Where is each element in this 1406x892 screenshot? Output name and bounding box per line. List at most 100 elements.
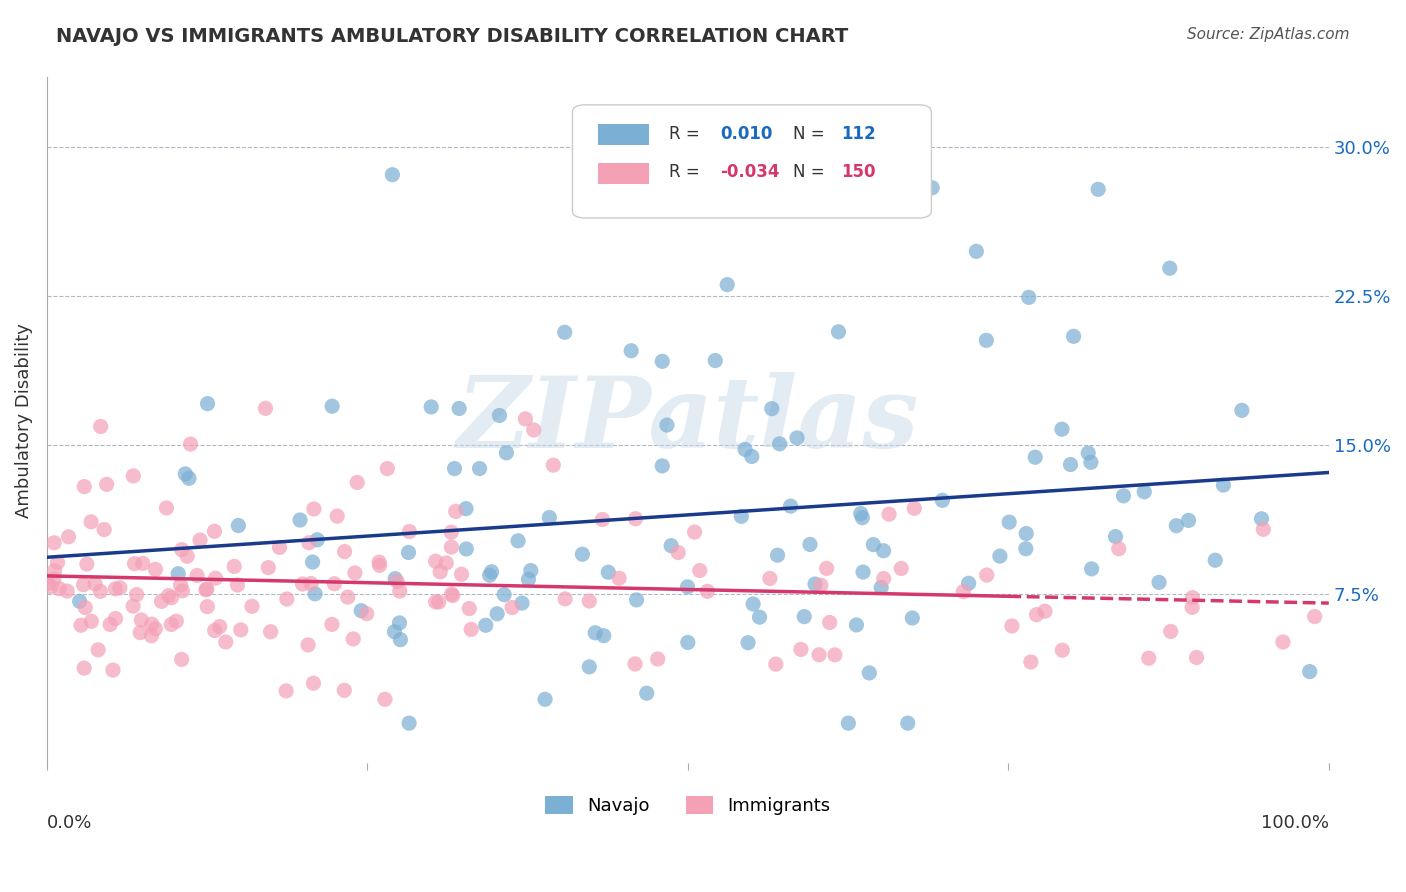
Point <box>388 584 411 599</box>
Point <box>676 580 699 594</box>
Point <box>172 583 194 598</box>
Point <box>440 540 463 554</box>
Point <box>75 600 97 615</box>
Point <box>1015 526 1038 541</box>
Point <box>810 578 832 592</box>
Point <box>965 244 987 259</box>
Point <box>157 589 180 603</box>
Point <box>921 180 943 194</box>
Point <box>501 600 523 615</box>
Point <box>257 560 280 574</box>
Point <box>381 168 404 182</box>
Point <box>186 568 208 582</box>
Point <box>636 686 658 700</box>
Point <box>1166 518 1188 533</box>
Point <box>931 493 953 508</box>
Point <box>799 537 821 551</box>
Point <box>543 458 565 472</box>
Point <box>73 480 96 494</box>
Point <box>174 467 197 481</box>
Point <box>291 577 314 591</box>
Point <box>240 599 263 614</box>
Point <box>274 684 297 698</box>
Point <box>515 412 537 426</box>
Point <box>858 665 880 680</box>
Point <box>651 354 673 368</box>
Point <box>374 692 396 706</box>
Point <box>666 545 689 559</box>
Point <box>1001 619 1024 633</box>
Point <box>1133 484 1156 499</box>
Point <box>474 618 496 632</box>
Point <box>301 555 323 569</box>
Point <box>683 524 706 539</box>
Bar <box>598 124 650 145</box>
Point <box>765 657 787 672</box>
Point <box>1181 600 1204 615</box>
Point <box>69 594 91 608</box>
Point <box>44 564 66 578</box>
Point <box>779 499 801 513</box>
Point <box>229 623 252 637</box>
FancyBboxPatch shape <box>572 105 931 218</box>
Point <box>427 595 450 609</box>
Point <box>254 401 277 416</box>
Point <box>89 584 111 599</box>
Point <box>957 576 980 591</box>
Point <box>897 716 920 731</box>
Text: R =: R = <box>669 163 699 181</box>
Point <box>852 565 875 579</box>
Point <box>80 615 103 629</box>
Text: 112: 112 <box>842 125 876 143</box>
Point <box>1112 489 1135 503</box>
Point <box>494 588 516 602</box>
Text: 150: 150 <box>842 163 876 181</box>
Point <box>1108 541 1130 556</box>
Point <box>748 610 770 624</box>
Point <box>1033 604 1056 618</box>
Point <box>1024 450 1046 465</box>
Point <box>84 577 107 591</box>
Point <box>837 716 859 731</box>
Point <box>70 618 93 632</box>
Point <box>1015 541 1038 556</box>
Point <box>460 623 482 637</box>
Point <box>48 582 70 596</box>
Point <box>1299 665 1322 679</box>
Point <box>1018 290 1040 304</box>
Point <box>177 471 200 485</box>
Point <box>1177 513 1199 527</box>
Point <box>385 574 408 589</box>
Point <box>444 504 467 518</box>
Point <box>862 538 884 552</box>
Point <box>356 607 378 621</box>
Point <box>870 581 893 595</box>
Point <box>104 582 127 596</box>
Point <box>46 556 69 570</box>
Point <box>647 652 669 666</box>
Point <box>872 572 894 586</box>
Point <box>1087 182 1109 196</box>
Point <box>259 624 281 639</box>
Point <box>591 512 613 526</box>
Point <box>143 622 166 636</box>
Point <box>624 512 647 526</box>
Point <box>804 577 827 591</box>
Point <box>321 399 343 413</box>
Point <box>343 566 366 580</box>
Point <box>122 599 145 613</box>
Point <box>976 334 998 348</box>
Point <box>204 624 226 638</box>
Point <box>845 618 868 632</box>
Point <box>818 615 841 630</box>
Text: -0.034: -0.034 <box>720 163 779 181</box>
Point <box>98 617 121 632</box>
Point <box>468 461 491 475</box>
Point <box>323 576 346 591</box>
Point <box>346 475 368 490</box>
Point <box>481 565 503 579</box>
Point <box>80 515 103 529</box>
Point <box>1050 422 1073 436</box>
Point <box>145 562 167 576</box>
Point <box>388 615 411 630</box>
